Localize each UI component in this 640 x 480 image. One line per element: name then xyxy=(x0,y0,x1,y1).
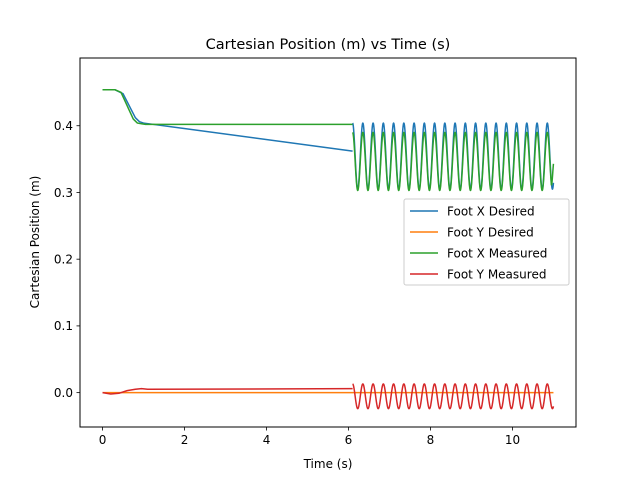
legend-box xyxy=(403,198,570,286)
x-axis-title: Time (s) xyxy=(303,457,353,471)
legend: Foot X Desired Foot Y Desired Foot X Measu… xyxy=(403,198,570,286)
x-tick-label: 2 xyxy=(181,433,189,447)
y-tick-label: 0.2 xyxy=(54,252,73,266)
x-tick-label: 10 xyxy=(505,433,520,447)
series-line-4-oscillation xyxy=(352,383,555,410)
plot-lines xyxy=(102,88,555,410)
y-tick-label: 0.0 xyxy=(54,386,73,400)
y-axis-title: Cartesian Position (m) xyxy=(28,176,42,309)
x-tick-label: 4 xyxy=(263,433,271,447)
legend-label: Foot X Measured xyxy=(447,246,547,260)
x-tick-label: 0 xyxy=(99,433,107,447)
x-axis-ticks: 0 2 4 6 8 10 xyxy=(99,427,520,447)
series-line-3-segment-1 xyxy=(102,88,353,126)
series-line-3-oscillation xyxy=(352,131,555,192)
legend-label: Foot X Desired xyxy=(447,204,535,218)
y-tick-label: 0.3 xyxy=(54,186,73,200)
x-tick-label: 6 xyxy=(345,433,353,447)
x-tick-label: 8 xyxy=(427,433,435,447)
chart-title: Cartesian Position (m) vs Time (s) xyxy=(206,37,451,53)
y-tick-label: 0.4 xyxy=(54,119,73,133)
series-line-1-segment-2 xyxy=(143,122,353,152)
series-line-4-segment-1 xyxy=(102,387,353,395)
y-axis-ticks: 0.0 0.1 0.2 0.3 0.4 xyxy=(54,119,80,400)
legend-label: Foot Y Measured xyxy=(447,267,546,281)
y-tick-label: 0.1 xyxy=(54,319,73,333)
axes-frame xyxy=(79,57,577,428)
legend-label: Foot Y Desired xyxy=(447,225,534,239)
